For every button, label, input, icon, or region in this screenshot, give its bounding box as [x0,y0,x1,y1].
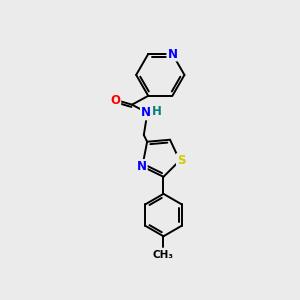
Text: N: N [141,106,151,119]
Text: O: O [110,94,120,107]
Text: S: S [177,154,185,167]
Text: N: N [167,47,177,61]
Text: CH₃: CH₃ [153,250,174,260]
Text: H: H [152,105,162,118]
Text: N: N [137,160,147,173]
